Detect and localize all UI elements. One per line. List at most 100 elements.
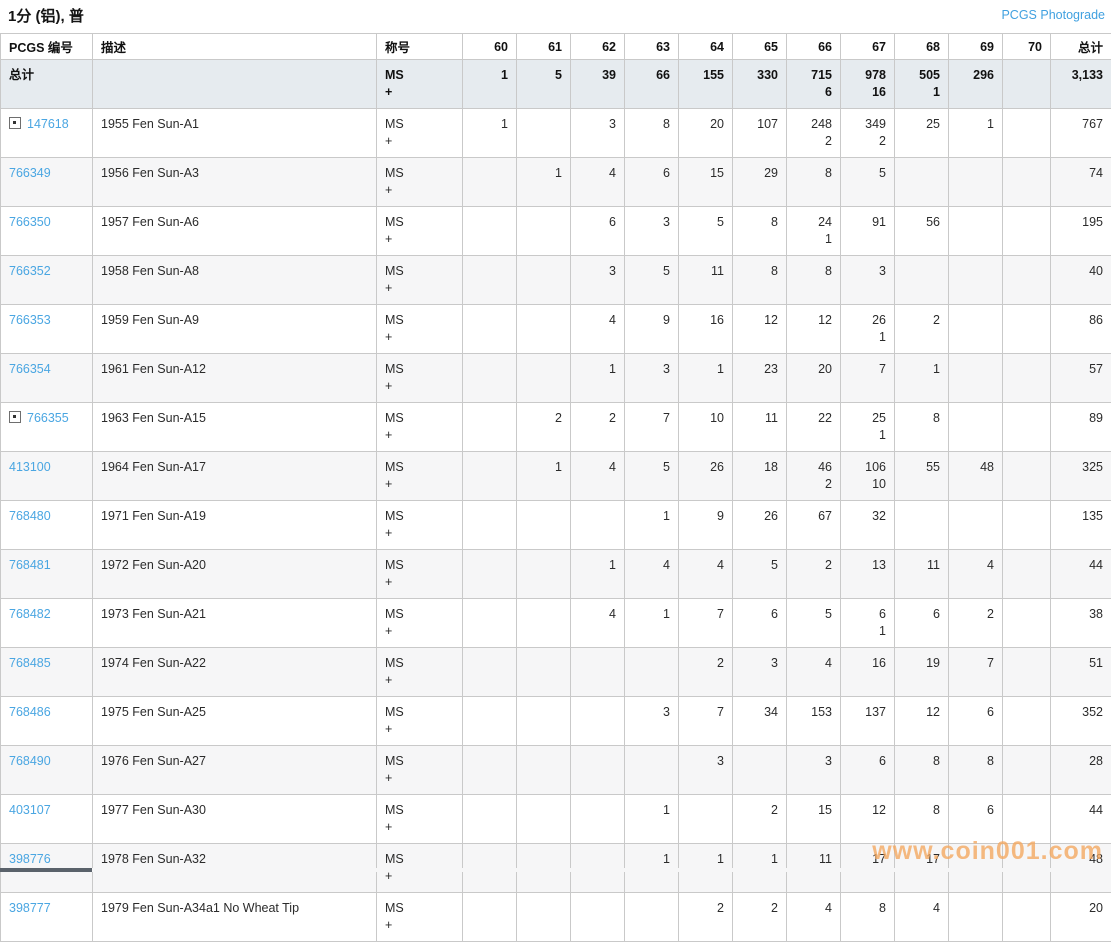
grade-70-count [1003,501,1051,550]
pcgs-number-link[interactable]: 768485 [9,656,51,670]
grade-63-count [625,893,679,942]
pcgs-number-cell: 766353 [1,305,93,354]
row-total: 38 [1051,599,1111,648]
coin-description: 1958 Fen Sun-A8 [93,256,377,305]
grade-65-count: 2 [733,795,787,844]
grade-61-count: 1 [517,158,571,207]
pcgs-number-link[interactable]: 766350 [9,215,51,229]
grade-65-count: 8 [733,207,787,256]
pcgs-number-link[interactable]: 398777 [9,901,51,915]
grade-61-count [517,109,571,158]
header-grade-62: 62 [571,34,625,60]
coin-description: 1956 Fen Sun-A3 [93,158,377,207]
grade-69-count [949,354,1003,403]
pcgs-number-link[interactable]: 413100 [9,460,51,474]
pcgs-number-link[interactable]: 768486 [9,705,51,719]
pcgs-number-link[interactable]: 766354 [9,362,51,376]
pcgs-number-cell: 768486 [1,697,93,746]
pcgs-number-link[interactable]: 768481 [9,558,51,572]
pcgs-number-link[interactable]: 768480 [9,509,51,523]
grade-62-count: 3 [571,256,625,305]
grade-62-count: 4 [571,305,625,354]
pcgs-number-cell: 766349 [1,158,93,207]
pcgs-number-link[interactable]: 403107 [9,803,51,817]
grade-61-count [517,697,571,746]
grade-70-count [1003,795,1051,844]
grade-61-count: 5 [517,60,571,109]
header-pcgs-number: PCGS 编号 [1,34,93,60]
grade-66-count: 8 [787,158,841,207]
header-grade-65: 65 [733,34,787,60]
total-row-label: 总计 [1,60,93,109]
coin-description [93,60,377,109]
designation-cell: MS+ [377,795,463,844]
grade-64-count: 5 [679,207,733,256]
pcgs-number-link[interactable]: 766352 [9,264,51,278]
grade-66-count: 4 [787,893,841,942]
grade-67-count: 32 [841,501,895,550]
grade-66-count: 8 [787,256,841,305]
header-grade-64: 64 [679,34,733,60]
grade-62-count: 6 [571,207,625,256]
grade-63-count: 3 [625,697,679,746]
grade-70-count [1003,746,1051,795]
photo-available-icon[interactable] [9,411,21,423]
grade-70-count [1003,60,1051,109]
pcgs-number-cell: 768482 [1,599,93,648]
grade-68-count [895,256,949,305]
row-total: 135 [1051,501,1111,550]
row-total: 28 [1051,746,1111,795]
header-grade-63: 63 [625,34,679,60]
grade-62-count: 4 [571,599,625,648]
grade-65-count: 330 [733,60,787,109]
pcgs-number-link[interactable]: 768482 [9,607,51,621]
grade-70-count [1003,354,1051,403]
grade-61-count [517,893,571,942]
grade-63-count: 1 [625,795,679,844]
row-total: 352 [1051,697,1111,746]
photograde-link[interactable]: PCGS Photograde [1001,8,1105,23]
row-total: 57 [1051,354,1111,403]
grade-60-count [463,746,517,795]
grade-60-count [463,697,517,746]
designation-cell: MS+ [377,501,463,550]
row-total: 74 [1051,158,1111,207]
grade-69-count [949,305,1003,354]
grade-69-count: 8 [949,746,1003,795]
grade-61-count [517,599,571,648]
grade-66-count: 5 [787,599,841,648]
grade-60-count [463,207,517,256]
pcgs-number-link[interactable]: 147618 [27,117,69,131]
designation-cell: MS+ [377,60,463,109]
pcgs-number-link[interactable]: 766349 [9,166,51,180]
grade-65-count: 8 [733,256,787,305]
grade-67-count: 6 [841,746,895,795]
grade-61-count [517,207,571,256]
grade-61-count: 1 [517,452,571,501]
grade-61-count [517,795,571,844]
grade-64-count: 15 [679,158,733,207]
grade-62-count: 1 [571,354,625,403]
grade-62-count: 39 [571,60,625,109]
grade-67-count: 5 [841,158,895,207]
grade-65-count: 34 [733,697,787,746]
population-table: PCGS 编号 描述 称号 60 61 62 63 64 65 66 67 68… [0,33,1111,942]
pcgs-number-link[interactable]: 766353 [9,313,51,327]
photo-available-icon[interactable] [9,117,21,129]
grade-68-count: 1 [895,354,949,403]
pcgs-number-link[interactable]: 766355 [27,411,69,425]
pcgs-number-link[interactable]: 768490 [9,754,51,768]
row-total: 44 [1051,795,1111,844]
pcgs-number-link[interactable]: 398776 [9,852,51,866]
grade-62-count [571,795,625,844]
grade-63-count: 1 [625,501,679,550]
header-grade-69: 69 [949,34,1003,60]
grade-68-count: 25 [895,109,949,158]
